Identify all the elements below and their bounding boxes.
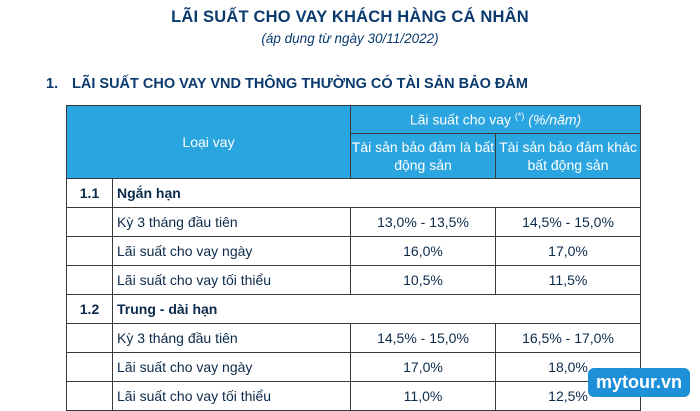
rate-real-estate: 16,0% [350, 236, 496, 266]
group-index: 1.2 [66, 294, 113, 324]
header-real-estate-collateral: Tài sản bảo đảm là bất động sản [350, 133, 496, 179]
row-label: Kỳ 3 tháng đầu tiên [112, 323, 351, 353]
rate-other: 11,5% [494, 265, 642, 295]
header-rate-label: Lãi suất cho vay [409, 111, 511, 128]
row-label: Kỳ 3 tháng đầu tiên [112, 207, 351, 237]
rate-real-estate: 13,0% - 13,5% [350, 207, 496, 237]
group-name: Trung - dài hạn [111, 294, 642, 324]
table-body: 1.1 Ngắn hạn Kỳ 3 tháng đầu tiên 13,0% - 13… [66, 178, 642, 411]
rate-real-estate: 10,5% [350, 265, 496, 295]
rate-real-estate: 17,0% [350, 352, 496, 382]
header-loan-type: Loại vay [66, 105, 351, 179]
section-title: LÃI SUẤT CHO VAY VND THÔNG THƯỜNG CÓ TÀI… [72, 76, 528, 92]
table-row: Kỳ 3 tháng đầu tiên 14,5% - 15,0% 16,5% - … [66, 323, 642, 353]
rate-real-estate: 14,5% - 15,0% [350, 323, 496, 353]
rate-other: 16,5% - 17,0% [494, 323, 642, 353]
header-rate-sup: (*) [514, 111, 525, 122]
empty-cell [66, 381, 113, 411]
group-name: Ngắn hạn [111, 178, 642, 208]
empty-cell [66, 207, 113, 237]
header-other-collateral: Tài sản bảo đảm khác bất động sản [494, 133, 642, 179]
table-row: Lãi suất cho vay tối thiểu 10,5% 11,5% [66, 265, 642, 295]
section-heading: 1. LÃI SUẤT CHO VAY VND THÔNG THƯỜNG CÓ … [46, 76, 528, 92]
group-index: 1.1 [66, 178, 113, 208]
group-row: 1.1 Ngắn hạn [66, 178, 642, 208]
row-label: Lãi suất cho vay tối thiểu [112, 381, 351, 411]
rate-other: 17,0% [494, 236, 642, 266]
group-row: 1.2 Trung - dài hạn [66, 294, 642, 324]
empty-cell [66, 236, 113, 266]
mytour-logo: mytour.vn [587, 368, 690, 397]
empty-cell [66, 323, 113, 353]
rate-other: 14,5% - 15,0% [494, 207, 642, 237]
row-label: Lãi suất cho vay ngày [112, 236, 351, 266]
rate-real-estate: 11,0% [350, 381, 496, 411]
table-row: Lãi suất cho vay ngày 17,0% 18,0% [66, 352, 642, 382]
header-rate-group: Lãi suất cho vay (*) (%/năm) [349, 105, 642, 134]
header-rate-unit: (%/năm) [528, 111, 582, 128]
row-label: Lãi suất cho vay tối thiểu [112, 265, 351, 295]
row-label: Lãi suất cho vay ngày [112, 352, 351, 382]
page-subtitle: (áp dụng từ ngày 30/11/2022) [261, 31, 439, 46]
section-number: 1. [46, 76, 59, 92]
rates-table: Loại vay Lãi suất cho vay (*) (%/năm) Tà… [66, 105, 642, 411]
empty-cell [66, 265, 113, 295]
table-row: Lãi suất cho vay tối thiểu 11,0% 12,5% [66, 381, 642, 411]
empty-cell [66, 352, 113, 382]
table-row: Lãi suất cho vay ngày 16,0% 17,0% [66, 236, 642, 266]
page-title: LÃI SUẤT CHO VAY KHÁCH HÀNG CÁ NHÂN [171, 8, 529, 26]
table-row: Kỳ 3 tháng đầu tiên 13,0% - 13,5% 14,5% - … [66, 207, 642, 237]
